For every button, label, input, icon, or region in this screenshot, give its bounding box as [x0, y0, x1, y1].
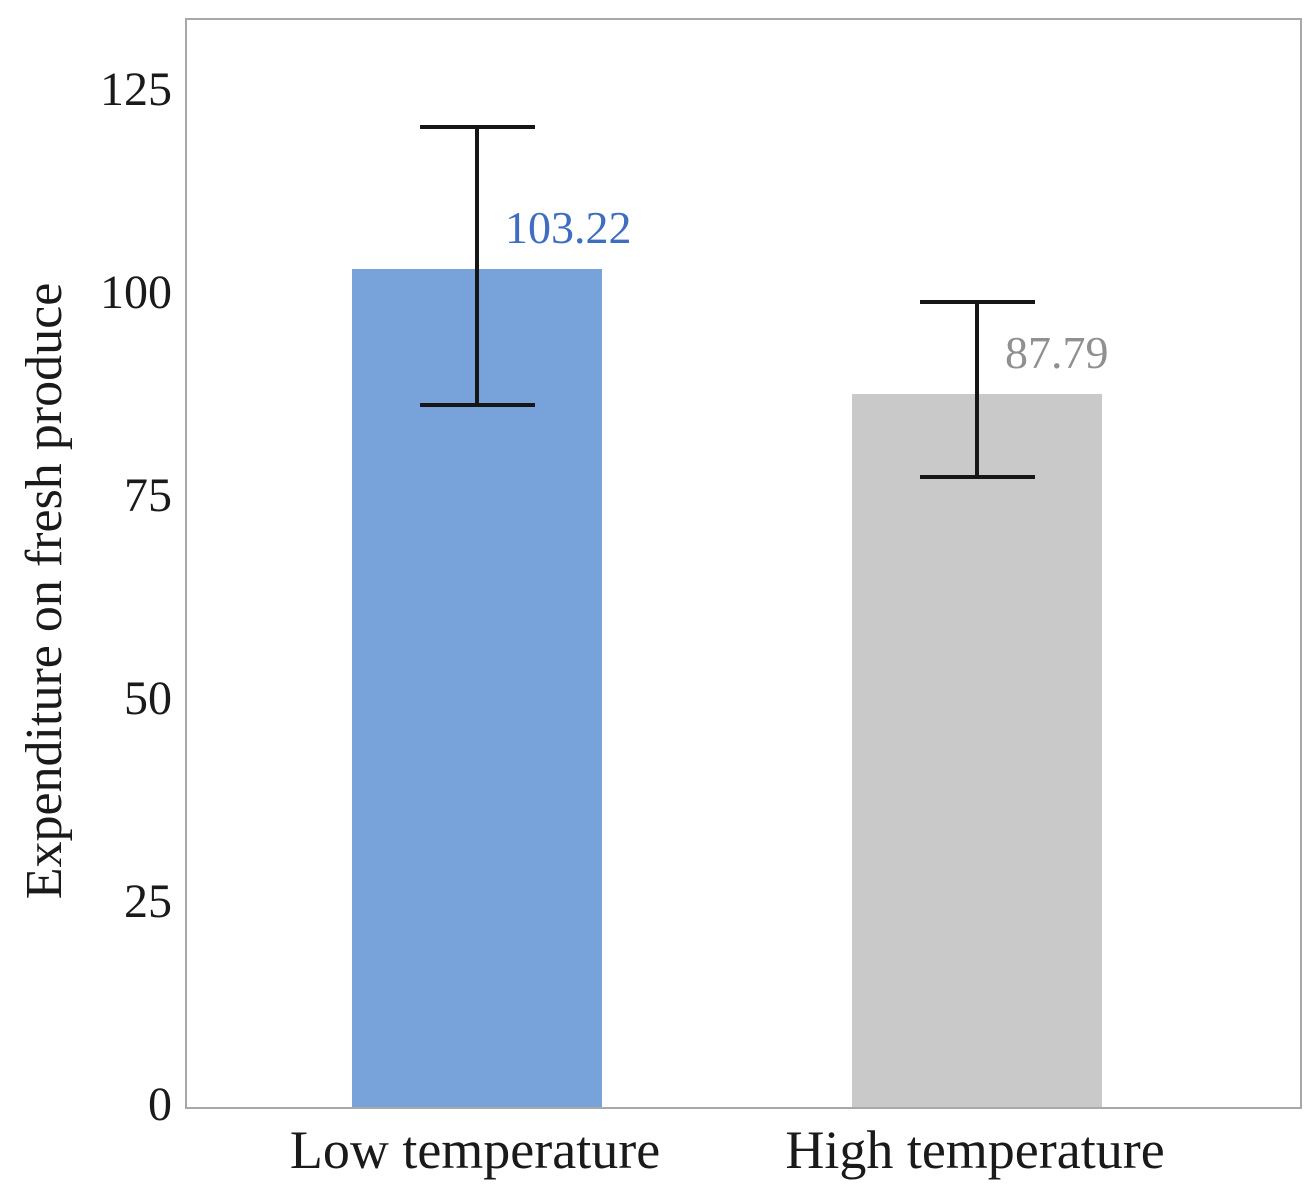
- bar-high-temperature: [852, 394, 1102, 1107]
- y-tick-label: 25: [124, 875, 172, 929]
- y-tick-label: 100: [100, 266, 172, 320]
- x-axis-labels: Low temperature High temperature: [185, 1118, 1298, 1198]
- y-axis-ticks: 0 25 50 75 100 125: [0, 18, 172, 1130]
- bar-value-label: 87.79: [1005, 327, 1109, 379]
- error-bar-bottom-cap: [419, 403, 535, 408]
- plot-area: 103.22 87.79: [185, 18, 1302, 1109]
- y-tick-label: 125: [100, 63, 172, 117]
- error-bar-top-cap: [919, 300, 1035, 305]
- x-category-label: High temperature: [785, 1120, 1165, 1180]
- y-tick-label: 50: [124, 672, 172, 726]
- bar-low-temperature: [352, 269, 602, 1107]
- x-category-label: Low temperature: [289, 1120, 661, 1180]
- error-bar-line: [475, 125, 479, 408]
- error-bar-top-cap: [419, 125, 535, 130]
- bar-value-label: 103.22: [505, 202, 632, 254]
- y-tick-label: 0: [148, 1078, 172, 1131]
- error-bar-line: [975, 300, 979, 479]
- y-tick-label: 75: [124, 469, 172, 523]
- error-bar-bottom-cap: [919, 474, 1035, 479]
